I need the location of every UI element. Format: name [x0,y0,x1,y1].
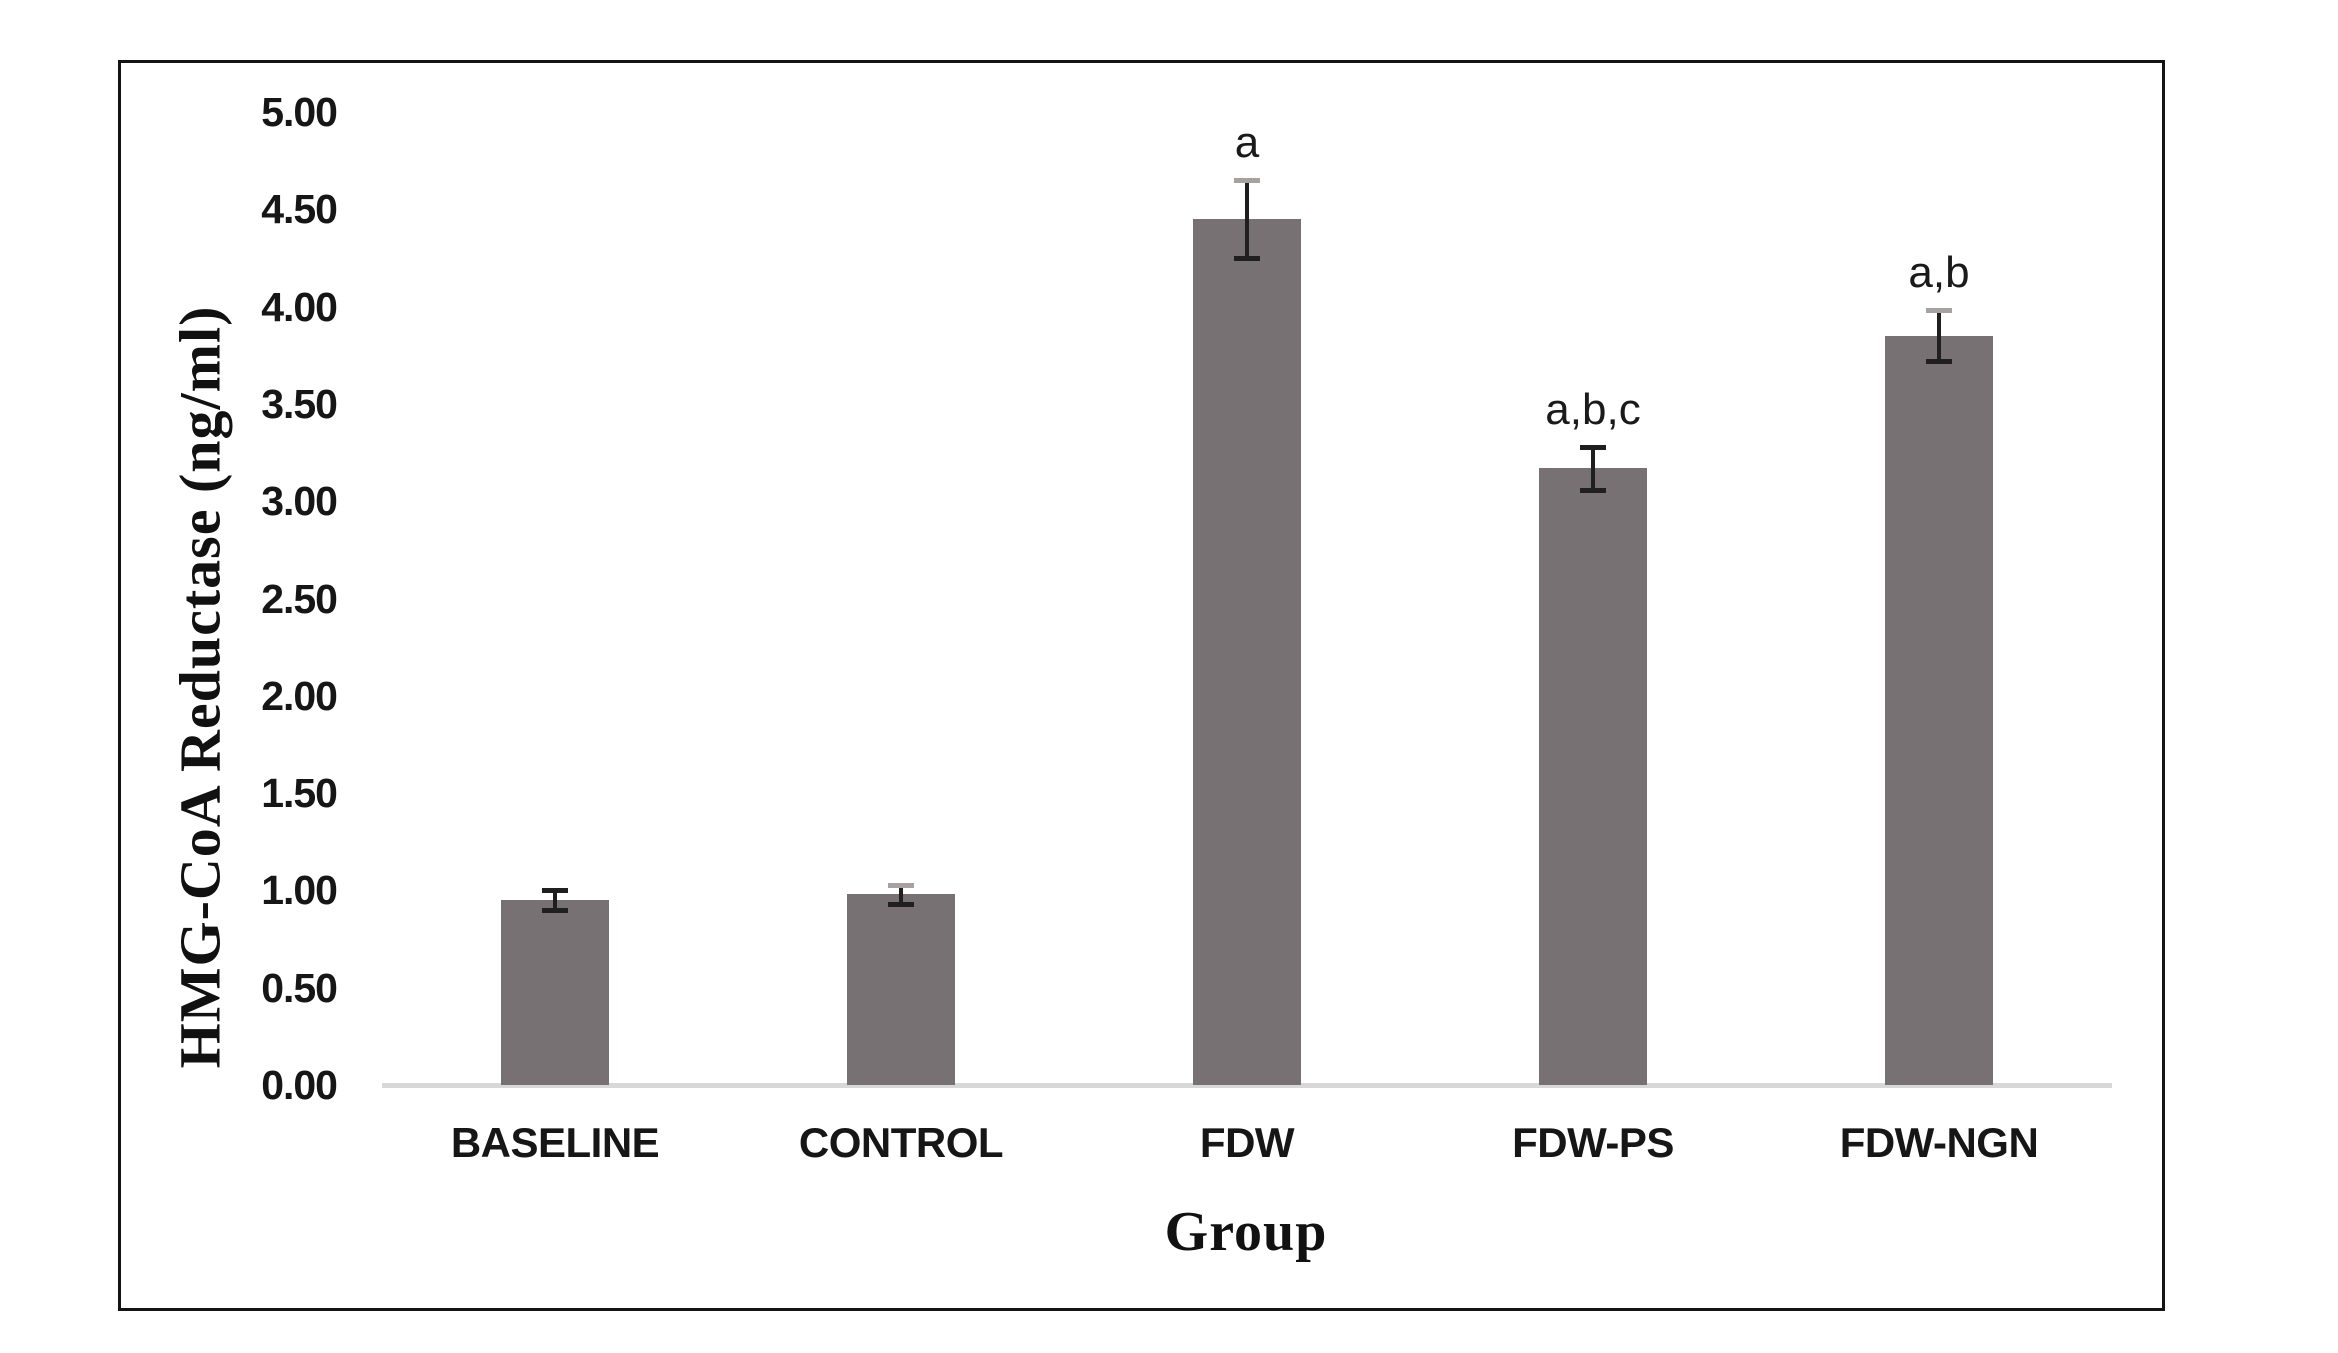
error-bar-cap-top [1580,444,1606,450]
category-label-baseline: BASELINE [450,1119,660,1166]
error-bar-line [899,884,903,904]
y-tick-label: 3.00 [261,478,338,525]
error-bar-line [1591,446,1595,490]
bar-fdw [1193,219,1301,1085]
error-bar-cap-top [1234,178,1260,184]
y-tick-label: 4.00 [261,283,338,330]
y-tick-label: 2.00 [261,672,338,719]
bar-fdw-ps [1539,468,1647,1085]
chart-frame [118,60,2165,1311]
error-bar-cap-top [1926,308,1952,314]
bar-fdw-ngn [1885,335,1993,1085]
error-bar-cap-bottom [1580,487,1606,493]
y-tick-label: 0.50 [261,964,338,1011]
significance-label: a,b [1908,248,1970,298]
y-tick-label: 0.00 [261,1062,338,1108]
error-bar-cap-bottom [888,902,914,908]
y-tick-label: 1.00 [261,867,338,914]
x-axis-title: Group [1164,1201,1328,1263]
bar-control [847,894,955,1085]
y-tick-label: 4.50 [261,186,338,233]
error-bar-cap-top [542,888,568,894]
category-label-fdw-ps: FDW-PS [1512,1119,1674,1166]
error-bar-line [1937,310,1941,362]
significance-label: a [1234,118,1260,168]
y-tick-label: 2.50 [261,575,338,622]
bar-baseline [501,900,609,1085]
category-label-fdw-ngn: FDW-NGN [1839,1119,2039,1166]
significance-label: a,b,c [1545,384,1641,434]
y-tick-label: 1.50 [261,770,338,817]
error-bar-cap-bottom [542,907,568,913]
error-bar-cap-top [888,882,914,888]
category-label-control: CONTROL [798,1119,1004,1166]
error-bar-line [1245,180,1249,258]
category-label-fdw: FDW [1199,1119,1295,1166]
error-bar-cap-bottom [1926,359,1952,365]
y-tick-label: 3.50 [261,380,338,427]
error-bar-line [553,890,557,910]
y-tick-label: 5.00 [261,89,338,135]
error-bar-cap-bottom [1234,255,1260,261]
x-axis-line [382,1083,2112,1088]
